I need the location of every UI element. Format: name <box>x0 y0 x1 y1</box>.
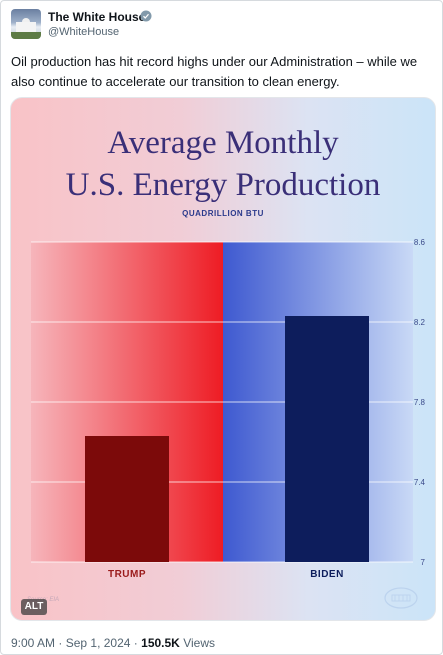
views-label: Views <box>183 636 215 650</box>
account-name[interactable]: The White House <box>48 10 146 24</box>
category-label-trump: TRUMP <box>108 569 146 580</box>
white-house-building-icon <box>16 22 36 32</box>
category-label-biden: BIDEN <box>310 569 344 580</box>
y-tick-label: 7 <box>421 558 426 567</box>
separator-dot: · <box>58 636 63 650</box>
white-house-seal-icon <box>384 587 418 609</box>
chart-title-line2: U.S. Energy Production <box>66 167 381 203</box>
tweet-date[interactable]: Sep 1, 2024 <box>65 636 131 650</box>
separator-dot: · <box>133 636 138 650</box>
tweet-media[interactable]: 7 7.4 7.8 8.2 8.6 TRUMP BIDEN Average Monthly … <box>10 97 436 621</box>
white-house-roof-icon <box>22 18 30 23</box>
tweet-time[interactable]: 9:00 AM <box>11 636 56 650</box>
y-tick-label: 8.6 <box>414 238 426 247</box>
bar-trump <box>85 436 169 562</box>
chart-title-line1: Average Monthly <box>107 125 339 161</box>
bar-biden <box>285 316 369 562</box>
avatar[interactable] <box>11 9 41 39</box>
verified-badge-icon <box>140 10 152 22</box>
tweet-text: Oil production has hit record highs unde… <box>11 54 418 89</box>
y-tick-label: 8.2 <box>414 318 426 327</box>
views-count: 150.5K <box>141 636 180 650</box>
y-tick-label: 7.4 <box>414 478 426 487</box>
alt-badge[interactable]: ALT <box>21 599 47 615</box>
account-handle[interactable]: @WhiteHouse <box>48 26 120 38</box>
chart-subtitle: QUADRILLION BTU <box>182 209 264 218</box>
lawn-icon <box>11 32 41 39</box>
y-tick-label: 7.8 <box>414 398 426 407</box>
tweet-footer: 9:00 AM · Sep 1, 2024 · 150.5K Views <box>11 636 215 650</box>
